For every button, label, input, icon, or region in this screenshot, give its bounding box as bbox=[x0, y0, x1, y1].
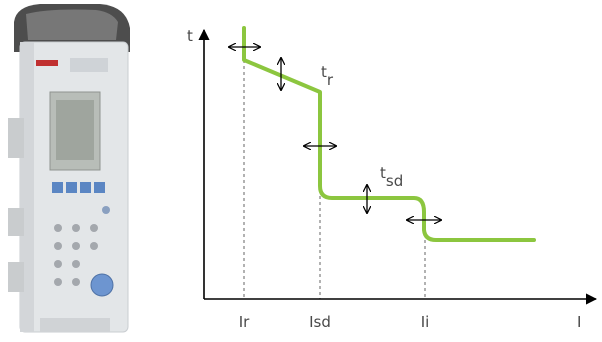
tr-label-base: t bbox=[321, 63, 327, 81]
device-side-label bbox=[36, 60, 58, 66]
device-model-plate bbox=[70, 58, 108, 72]
trip-unit-device-image bbox=[8, 4, 130, 333]
device-blue-button-1 bbox=[52, 182, 63, 193]
device-lcd-screen bbox=[56, 100, 94, 160]
tr-label: tr bbox=[321, 63, 334, 89]
tr-label-sub: r bbox=[327, 71, 334, 89]
tick-label-isd: Isd bbox=[309, 313, 331, 331]
device-blue-button-3 bbox=[80, 182, 91, 193]
device-dials bbox=[54, 224, 98, 286]
trip-curve bbox=[242, 26, 536, 242]
device-blue-button-4 bbox=[94, 182, 105, 193]
device-side-connector-3 bbox=[8, 262, 24, 292]
x-axis-label: I bbox=[577, 313, 581, 331]
tick-label-ii: Ii bbox=[421, 313, 430, 331]
device-blue-button-2 bbox=[66, 182, 77, 193]
tsd-label-sub: sd bbox=[386, 172, 403, 190]
device-status-led bbox=[102, 206, 110, 214]
device-top-highlight bbox=[26, 9, 118, 40]
tsd-label-base: t bbox=[380, 164, 386, 182]
tick-label-ir: Ir bbox=[239, 313, 250, 331]
device-side-connector-2 bbox=[8, 208, 24, 236]
tsd-label: tsd bbox=[380, 164, 403, 190]
device-test-button bbox=[90, 273, 114, 297]
device-left-edge bbox=[20, 42, 34, 332]
device-bottom-terminal bbox=[40, 318, 110, 332]
device-side-connector-1 bbox=[8, 118, 24, 158]
y-axis-label: t bbox=[187, 27, 193, 45]
